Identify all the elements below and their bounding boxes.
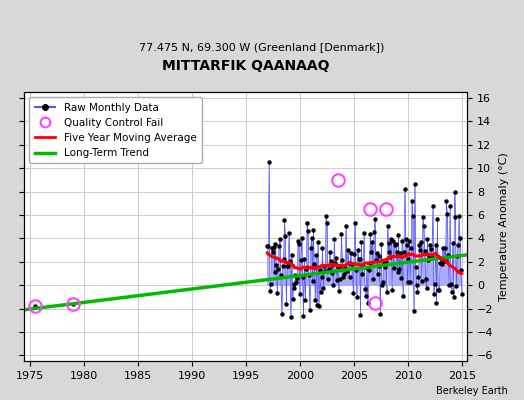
Text: 77.475 N, 69.300 W (Greenland [Denmark]): 77.475 N, 69.300 W (Greenland [Denmark]) [139, 42, 385, 52]
Y-axis label: Temperature Anomaly (°C): Temperature Anomaly (°C) [499, 152, 509, 301]
Text: Berkeley Earth: Berkeley Earth [436, 386, 508, 396]
Title: MITTARFIK QAANAAQ: MITTARFIK QAANAAQ [162, 59, 330, 73]
Legend: Raw Monthly Data, Quality Control Fail, Five Year Moving Average, Long-Term Tren: Raw Monthly Data, Quality Control Fail, … [29, 98, 202, 164]
